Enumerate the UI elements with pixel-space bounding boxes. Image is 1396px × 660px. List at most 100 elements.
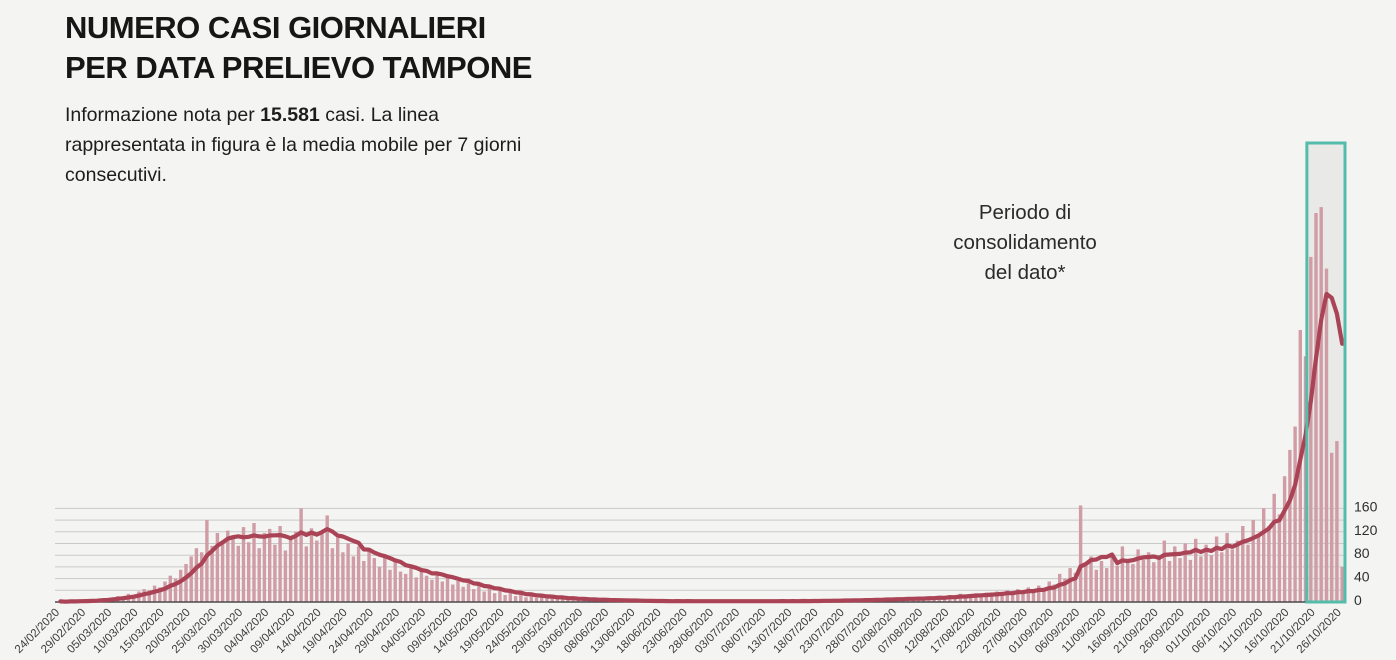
- bar: [545, 598, 549, 602]
- bar: [341, 552, 345, 602]
- bar: [1188, 559, 1193, 602]
- chart-subtitle: Informazione nota per 15.581 casi. La li…: [65, 100, 557, 190]
- bar: [1330, 452, 1334, 602]
- bar: [550, 597, 554, 602]
- bar: [435, 571, 439, 602]
- consolidation-annotation-line2: consolidamento: [953, 231, 1097, 254]
- bar: [1157, 556, 1161, 602]
- page-title: NUMERO CASI GIORNALIERI PER DATA PRELIEV…: [65, 8, 532, 88]
- bar: [351, 556, 356, 602]
- bar: [424, 575, 429, 602]
- bar: [1058, 573, 1062, 602]
- bar: [508, 592, 512, 602]
- bar: [529, 595, 533, 602]
- bar: [194, 548, 199, 602]
- bar: [984, 592, 989, 602]
- bar: [268, 528, 272, 602]
- bar: [524, 597, 528, 602]
- bar: [560, 597, 565, 602]
- bar: [461, 586, 465, 602]
- bar: [1047, 581, 1051, 602]
- bar: [1209, 555, 1214, 602]
- bar: [445, 577, 450, 602]
- bar: [1267, 526, 1271, 602]
- known-cases-count: 15.581: [260, 104, 320, 126]
- bar: [534, 597, 539, 602]
- bar: [1016, 589, 1020, 602]
- subtitle-prefix: Informazione nota per: [65, 104, 261, 126]
- bar: [179, 569, 183, 602]
- bar: [1094, 569, 1098, 602]
- bar: [1031, 591, 1036, 602]
- bar: [503, 595, 507, 602]
- bar: [309, 528, 314, 602]
- bar: [1167, 561, 1172, 602]
- bar: [487, 588, 492, 602]
- bar: [1314, 213, 1318, 602]
- consolidation-annotation-line1: Periodo di: [978, 201, 1072, 224]
- bar: [336, 537, 340, 602]
- bar: [1126, 561, 1130, 602]
- bar: [236, 545, 240, 602]
- bar: [241, 527, 246, 602]
- bar: [492, 593, 497, 602]
- bar: [1063, 578, 1067, 602]
- bar: [398, 571, 403, 602]
- bar: [278, 526, 282, 602]
- bar: [963, 596, 968, 602]
- bar: [1099, 561, 1104, 602]
- y-axis-tick-label: 40: [1354, 569, 1370, 585]
- bar: [969, 595, 973, 602]
- consolidation-region-outline: [1305, 141, 1347, 604]
- bar: [1115, 565, 1119, 602]
- bar: [1288, 449, 1292, 602]
- moving-average-line: [58, 291, 1345, 604]
- bar: [1214, 536, 1219, 602]
- bar: [273, 544, 277, 602]
- bar: [252, 523, 256, 602]
- page-title-line1: NUMERO CASI GIORNALIERI: [65, 10, 486, 45]
- bar: [942, 597, 947, 602]
- bar: [1293, 426, 1297, 602]
- bar: [1084, 565, 1088, 602]
- bar: [1120, 546, 1125, 602]
- bar: [1340, 566, 1344, 602]
- bar: [168, 575, 172, 602]
- bar: [189, 556, 193, 602]
- bar: [995, 591, 999, 602]
- bar: [404, 573, 408, 602]
- bar: [1078, 505, 1083, 602]
- bar: [1089, 556, 1093, 602]
- bar: [979, 596, 983, 602]
- bar: [1225, 533, 1229, 602]
- bar: [466, 583, 471, 602]
- bar: [325, 515, 329, 602]
- bar: [1152, 562, 1156, 602]
- bar: [1319, 207, 1323, 602]
- bar: [1037, 585, 1041, 602]
- bar: [356, 546, 361, 602]
- bar: [513, 596, 518, 602]
- bar: [451, 584, 455, 602]
- bar: [1162, 540, 1166, 602]
- bar: [184, 564, 188, 602]
- bar: [1309, 256, 1313, 602]
- bar: [1021, 592, 1025, 602]
- bar: [257, 548, 261, 602]
- consolidation-annotation: Periodo di consolidamento del dato*: [880, 198, 1170, 288]
- bar: [346, 543, 350, 602]
- bar: [1000, 593, 1004, 602]
- bar: [231, 537, 235, 602]
- bar: [1178, 558, 1182, 602]
- bar: [383, 554, 387, 602]
- bar: [1235, 540, 1240, 602]
- bar: [1173, 546, 1177, 602]
- bar: [430, 579, 434, 602]
- bar: [215, 533, 220, 602]
- bar: [163, 581, 167, 602]
- bar: [226, 530, 230, 602]
- bar: [330, 548, 335, 602]
- bar: [1230, 549, 1234, 602]
- bar: [1241, 526, 1245, 602]
